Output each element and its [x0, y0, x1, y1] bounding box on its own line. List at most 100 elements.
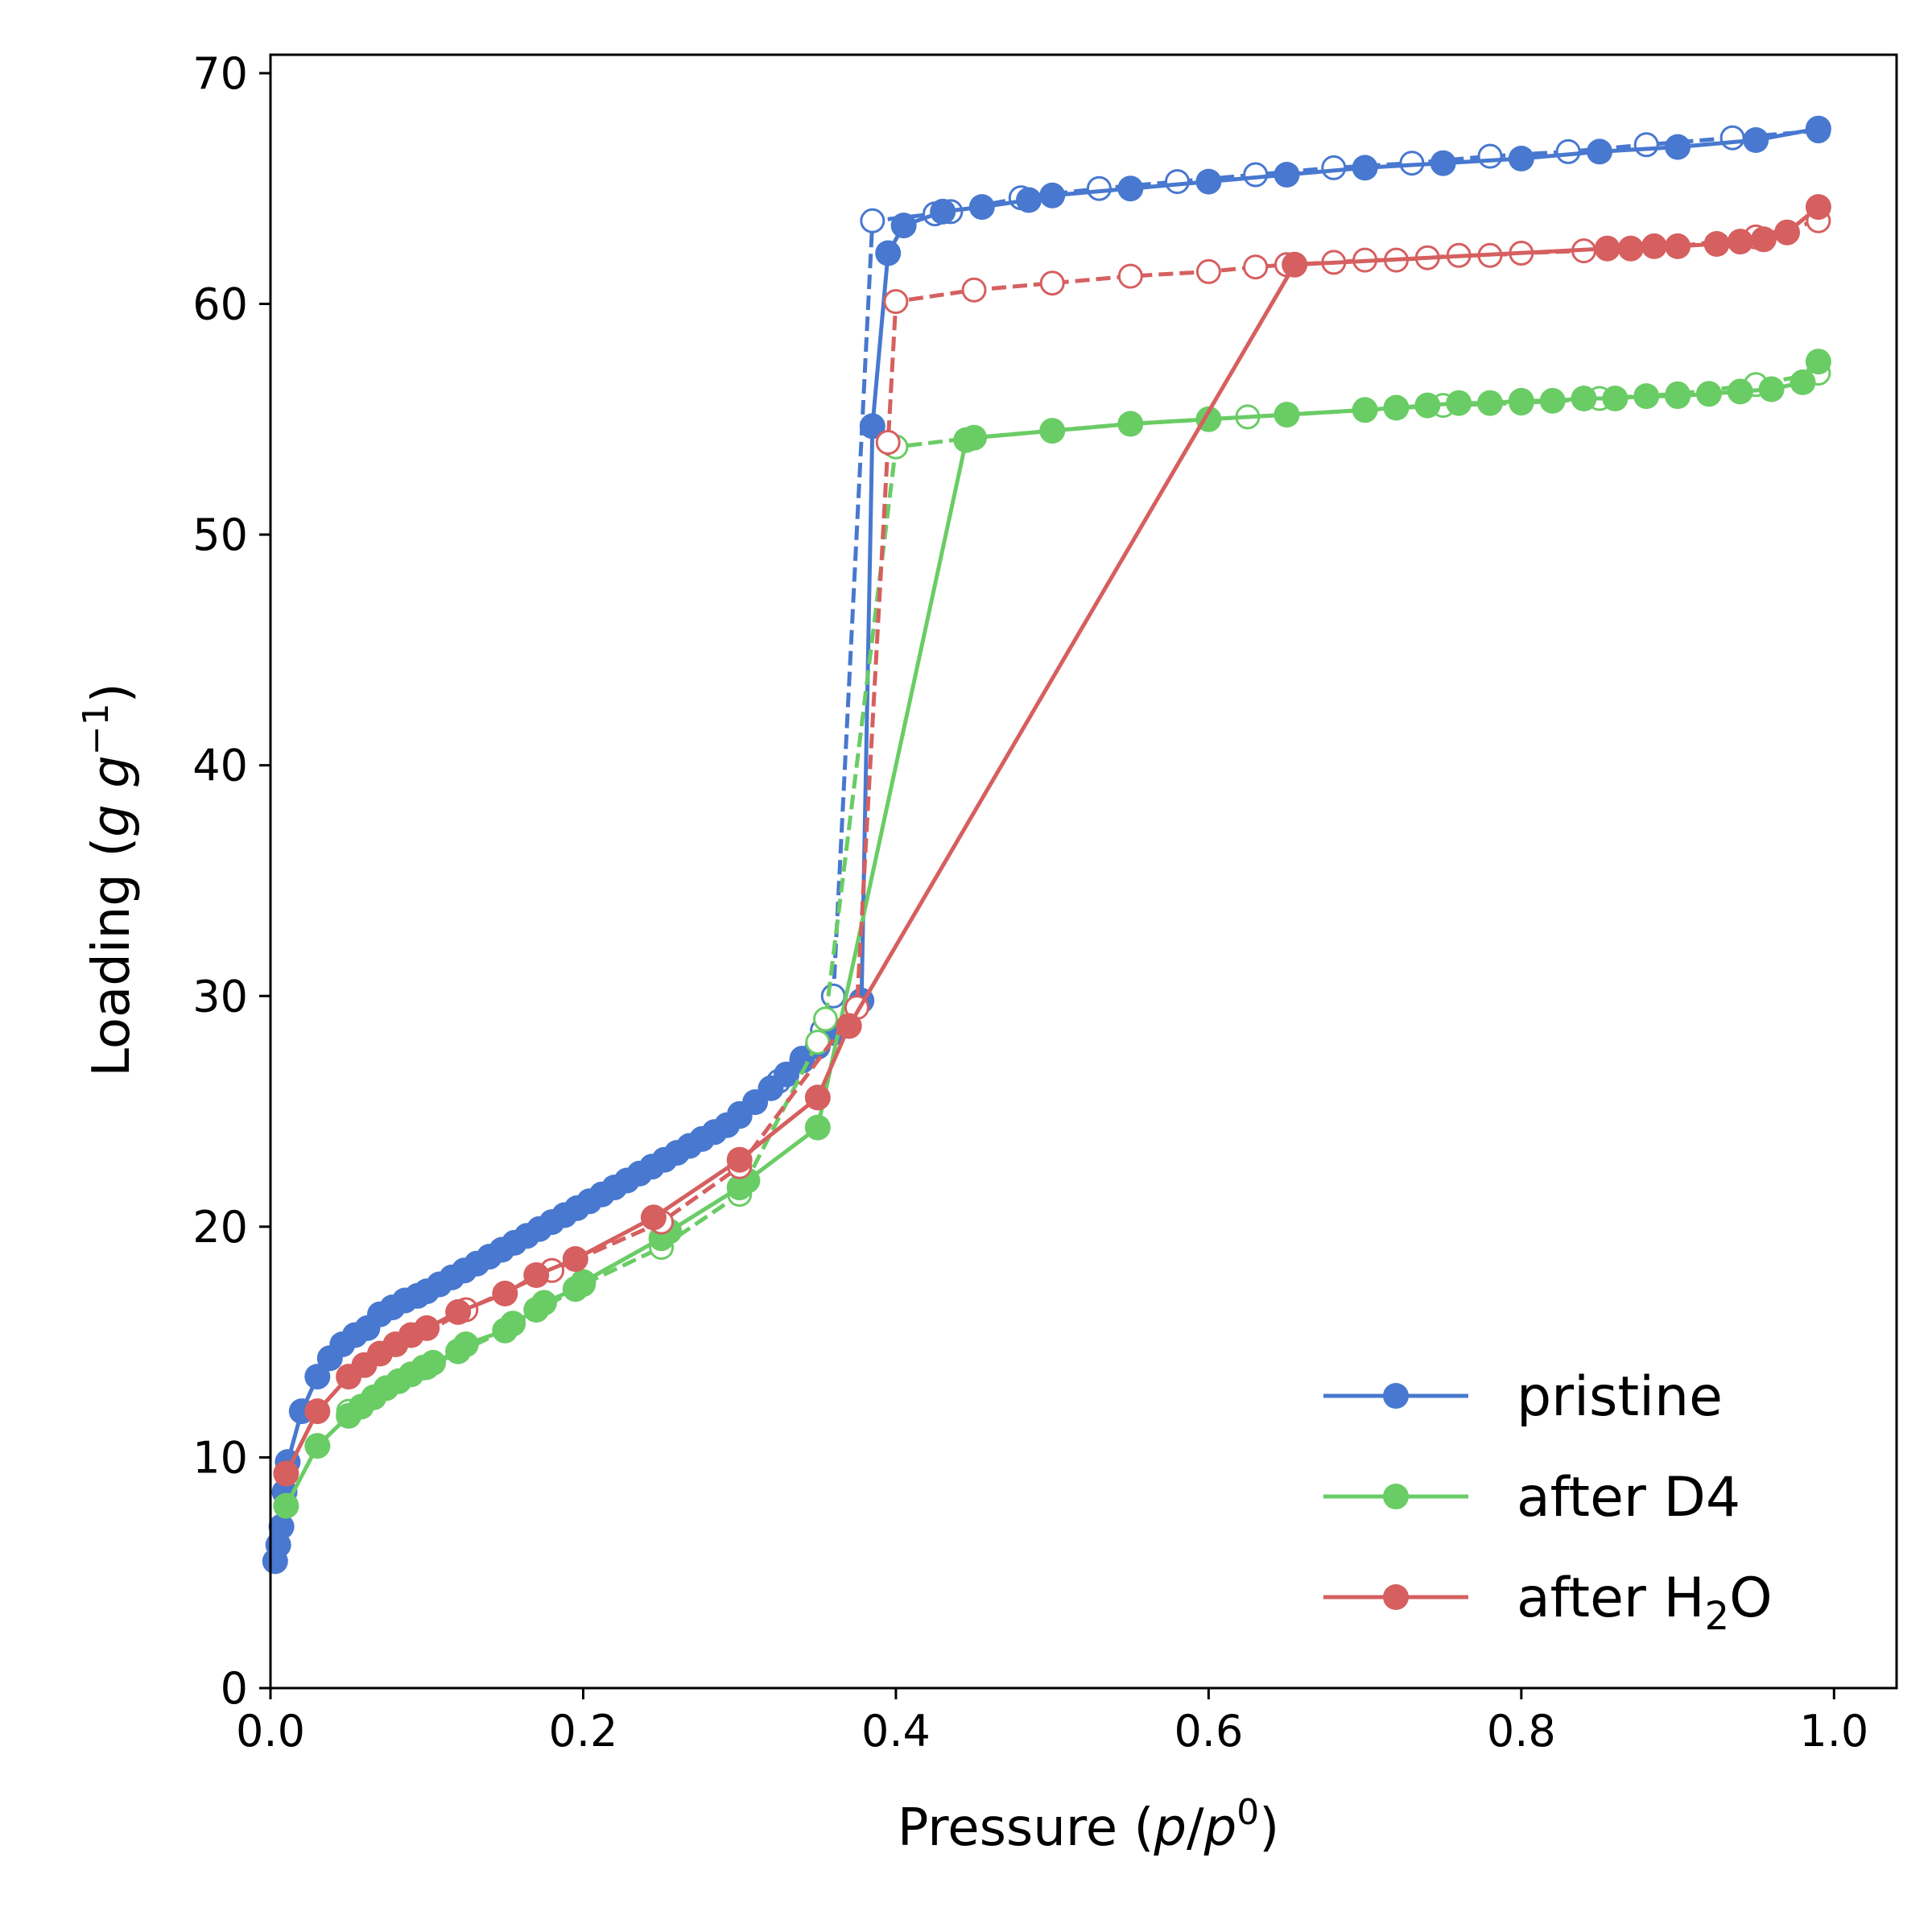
legend-label-after-h2o-base: after H: [1517, 1567, 1705, 1630]
x-axis-title-var2: p: [1203, 1798, 1237, 1858]
axes-layer: 0.0 0.2 0.4 0.6 0.8 1.0 0 10 20 30 40 50 60 70: [192, 48, 1868, 1757]
adsorption-point-pristine: [1743, 127, 1769, 153]
y-tick-label: 30: [192, 971, 248, 1022]
x-axis-title-slash: /: [1187, 1798, 1204, 1858]
legend-marker-pristine: [1383, 1383, 1409, 1409]
adsorption-point-after-d4: [1274, 402, 1300, 428]
adsorption-point-after-d4: [1539, 387, 1566, 414]
y-tick-label: 0: [221, 1663, 248, 1714]
adsorption-point-pristine: [1117, 175, 1144, 202]
adsorption-point-after-d4: [1477, 390, 1503, 416]
adsorption-point-after-d4: [1602, 386, 1629, 411]
adsorption-point-after-d4: [804, 1114, 831, 1141]
legend: pristine after D4 after H2O: [1323, 1365, 1773, 1639]
adsorption-point-after-h2o: [1665, 233, 1691, 259]
adsorption-point-after-h2o: [562, 1246, 588, 1272]
adsorption-point-pristine: [1665, 134, 1691, 160]
desorption-point-after-h2o: [1195, 258, 1221, 284]
y-axis-title-sup: −1: [76, 703, 117, 755]
adsorption-point-after-h2o: [1703, 231, 1730, 257]
desorption-point-pristine: [1321, 155, 1347, 180]
legend-label-pristine: pristine: [1517, 1365, 1723, 1429]
adsorption-point-after-d4: [1695, 381, 1722, 407]
adsorption-point-after-d4: [1571, 386, 1597, 411]
legend-label-after-h2o-end: O: [1729, 1567, 1773, 1630]
adsorption-point-after-d4: [1383, 394, 1410, 421]
y-axis-title-var: g g: [82, 755, 142, 837]
x-axis-title-var1: p: [1153, 1798, 1187, 1858]
legend-label-after-h2o: after H2O: [1517, 1567, 1773, 1639]
adsorption-point-after-d4: [530, 1290, 557, 1316]
adsorption-point-pristine: [1195, 168, 1222, 195]
adsorption-point-after-d4: [1758, 376, 1785, 402]
adsorption-point-after-h2o: [492, 1280, 518, 1307]
y-tick-label: 10: [192, 1432, 248, 1483]
x-tick-label: 0.0: [236, 1706, 305, 1757]
adsorption-point-after-d4: [420, 1349, 446, 1376]
adsorption-point-pristine: [1805, 115, 1831, 142]
adsorption-point-pristine: [1430, 150, 1456, 176]
adsorption-point-pristine: [859, 413, 886, 440]
adsorption-point-pristine: [930, 198, 956, 225]
series-after-d4: [273, 349, 1831, 1519]
desorption-point-after-h2o: [1243, 254, 1269, 280]
adsorption-point-pristine: [1587, 138, 1612, 165]
adsorption-point-pristine: [1039, 182, 1066, 208]
y-tick-label: 20: [192, 1202, 248, 1253]
adsorption-point-after-h2o: [640, 1204, 667, 1231]
adsorption-point-after-h2o: [1727, 229, 1753, 255]
legend-label-after-d4: after D4: [1517, 1466, 1740, 1530]
adsorption-point-after-h2o: [523, 1262, 550, 1288]
adsorption-point-after-h2o: [1282, 251, 1308, 278]
adsorption-point-after-h2o: [836, 1013, 862, 1039]
desorption-point-pristine: [1719, 125, 1745, 151]
adsorption-point-after-h2o: [445, 1298, 472, 1325]
x-tick-label: 0.4: [861, 1706, 931, 1757]
x-axis-title: Pressure (p/p0): [898, 1792, 1279, 1858]
adsorption-point-after-h2o: [414, 1315, 440, 1341]
x-tick-label: 1.0: [1799, 1706, 1868, 1757]
adsorption-point-after-h2o: [1641, 233, 1667, 259]
adsorption-point-after-d4: [1727, 378, 1753, 405]
adsorption-point-after-h2o: [804, 1084, 831, 1111]
adsorption-point-after-h2o: [1617, 235, 1644, 262]
x-tick-label: 0.2: [549, 1706, 618, 1757]
x-tick-label: 0.8: [1487, 1706, 1556, 1757]
adsorption-point-pristine: [890, 213, 917, 239]
series-layer: [262, 115, 1831, 1575]
y-tick-label: 60: [192, 279, 248, 330]
legend-marker-after-h2o: [1383, 1584, 1409, 1610]
adsorption-point-after-d4: [1805, 349, 1831, 375]
adsorption-point-after-h2o: [273, 1460, 299, 1487]
adsorption-point-after-h2o: [1774, 219, 1800, 246]
adsorption-point-pristine: [304, 1364, 331, 1390]
adsorption-point-after-d4: [1414, 392, 1441, 419]
y-axis-title-base: Loading (: [82, 837, 142, 1077]
y-axis-title-end: ): [82, 683, 142, 703]
adsorption-point-after-d4: [452, 1331, 479, 1357]
desorption-point-after-d4: [813, 1006, 838, 1032]
adsorption-point-after-d4: [1665, 383, 1691, 410]
adsorption-point-after-h2o: [726, 1146, 753, 1173]
desorption-point-after-h2o: [875, 430, 901, 455]
adsorption-point-pristine: [1352, 155, 1378, 181]
adsorption-point-pristine: [968, 194, 995, 221]
adsorption-point-after-h2o: [304, 1398, 331, 1425]
desorption-point-pristine: [1555, 138, 1581, 164]
desorption-point-after-h2o: [883, 289, 909, 315]
adsorption-point-after-h2o: [1805, 194, 1831, 221]
y-tick-label: 40: [192, 741, 248, 791]
adsorption-point-after-d4: [1352, 397, 1378, 423]
x-axis-title-end: ): [1259, 1798, 1279, 1858]
adsorption-point-after-h2o: [1594, 235, 1620, 262]
adsorption-point-after-d4: [1039, 418, 1066, 444]
desorption-point-pristine: [1477, 143, 1503, 169]
x-axis-title-sup: 0: [1236, 1792, 1259, 1833]
desorption-point-pristine: [1243, 162, 1269, 188]
adsorption-point-after-d4: [500, 1311, 526, 1337]
desorption-point-pristine: [1086, 175, 1112, 201]
adsorption-point-after-d4: [1117, 411, 1144, 437]
adsorption-point-after-d4: [961, 424, 987, 451]
desorption-point-after-h2o: [1117, 263, 1143, 289]
